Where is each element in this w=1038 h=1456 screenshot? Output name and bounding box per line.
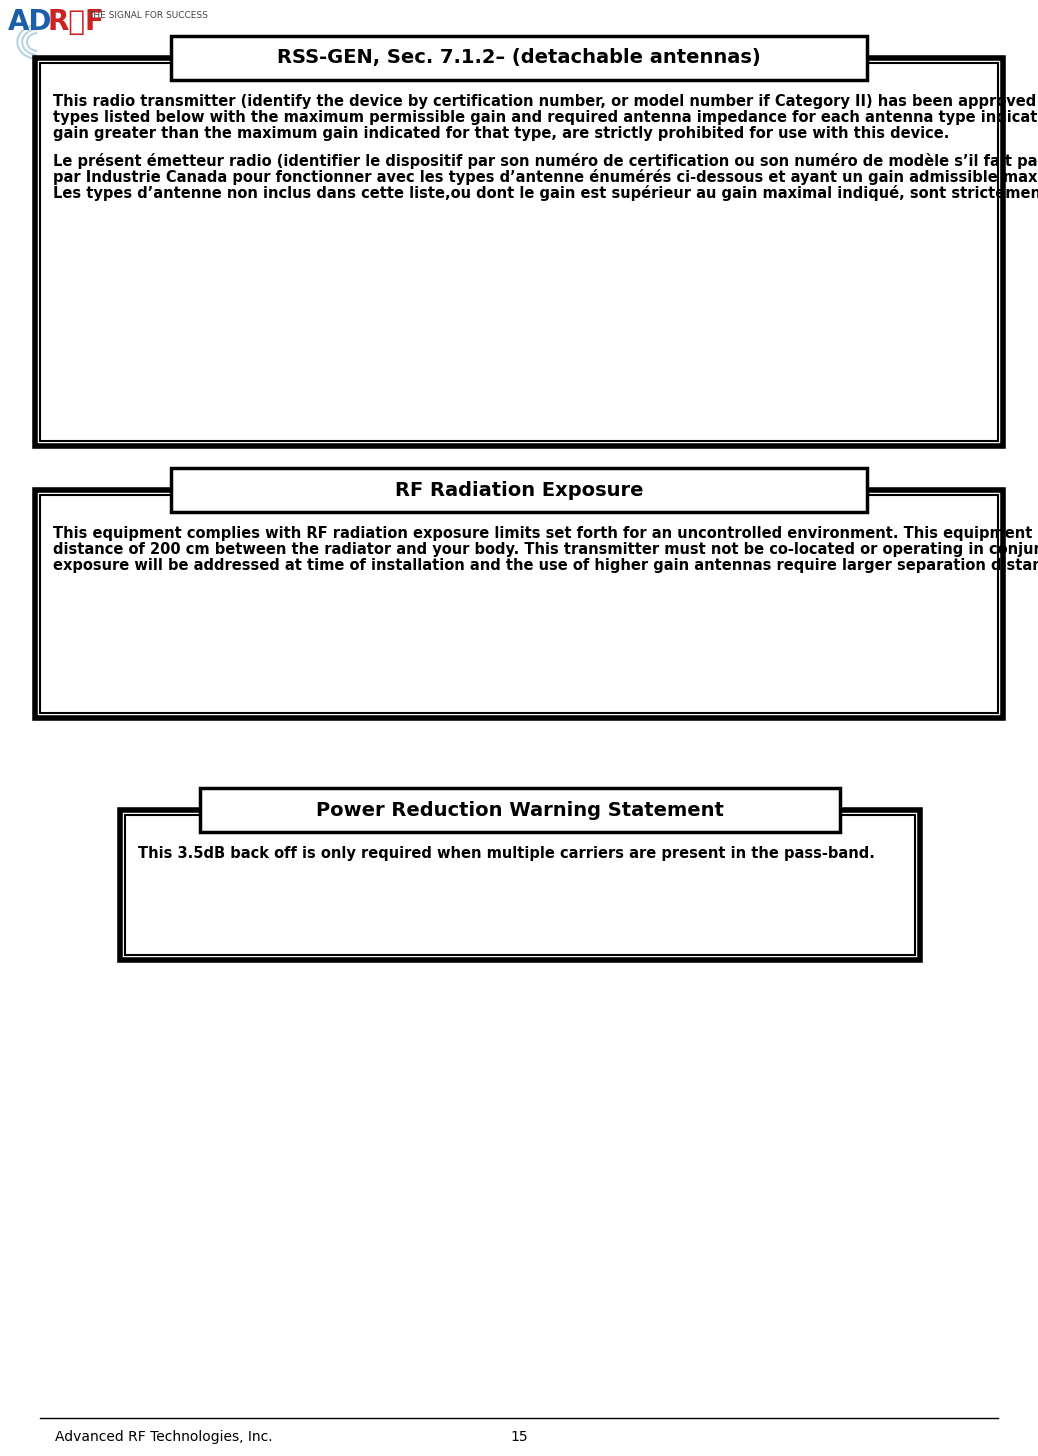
- Bar: [200, 788, 840, 831]
- Text: Les types d’antenne non inclus dans cette liste,ou dont le gain est supérieur au: Les types d’antenne non inclus dans cett…: [53, 185, 1038, 201]
- Text: RSS-GEN, Sec. 7.1.2– (detachable antennas): RSS-GEN, Sec. 7.1.2– (detachable antenna…: [277, 48, 761, 67]
- Text: R⃥F: R⃥F: [48, 7, 105, 36]
- Bar: [125, 815, 916, 955]
- Bar: [35, 58, 1003, 446]
- Text: THE SIGNAL FOR SUCCESS: THE SIGNAL FOR SUCCESS: [88, 12, 208, 20]
- Text: exposure will be addressed at time of installation and the use of higher gain an: exposure will be addressed at time of in…: [53, 558, 1038, 572]
- Text: Le présent émetteur radio (identifier le dispositif par son numéro de certificat: Le présent émetteur radio (identifier le…: [53, 153, 1038, 169]
- Text: distance of 200 cm between the radiator and your body. This transmitter must not: distance of 200 cm between the radiator …: [53, 542, 1038, 558]
- Bar: [170, 36, 868, 80]
- Text: Advanced RF Technologies, Inc.: Advanced RF Technologies, Inc.: [55, 1430, 273, 1444]
- Bar: [120, 810, 920, 960]
- Text: RF Radiation Exposure: RF Radiation Exposure: [394, 480, 644, 499]
- Bar: [170, 467, 868, 513]
- Text: par Industrie Canada pour fonctionner avec les types d’antenne énumérés ci-desso: par Industrie Canada pour fonctionner av…: [53, 169, 1038, 185]
- Bar: [200, 788, 840, 831]
- Text: 15: 15: [511, 1430, 527, 1444]
- Text: AD: AD: [8, 7, 53, 36]
- Bar: [40, 495, 998, 713]
- Text: This equipment complies with RF radiation exposure limits set forth for an uncon: This equipment complies with RF radiatio…: [53, 526, 1038, 542]
- Bar: [170, 36, 868, 80]
- Bar: [35, 491, 1003, 718]
- Bar: [170, 467, 868, 513]
- Text: Power Reduction Warning Statement: Power Reduction Warning Statement: [316, 801, 723, 820]
- Text: gain greater than the maximum gain indicated for that type, are strictly prohibi: gain greater than the maximum gain indic…: [53, 125, 950, 141]
- Bar: [40, 63, 998, 441]
- Text: This radio transmitter (identify the device by certification number, or model nu: This radio transmitter (identify the dev…: [53, 95, 1038, 109]
- Text: types listed below with the maximum permissible gain and required antenna impeda: types listed below with the maximum perm…: [53, 111, 1038, 125]
- Text: This 3.5dB back off is only required when multiple carriers are present in the p: This 3.5dB back off is only required whe…: [138, 846, 875, 860]
